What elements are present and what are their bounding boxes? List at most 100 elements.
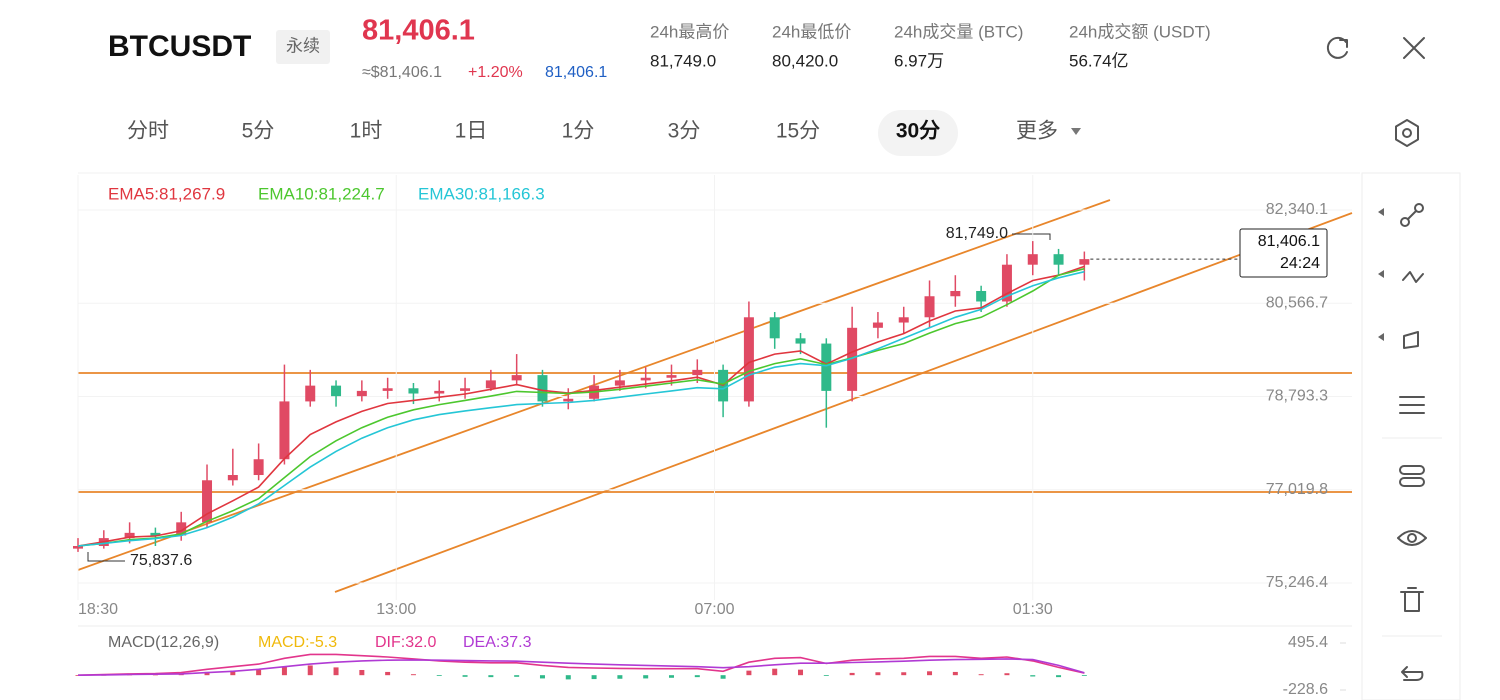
candle-body bbox=[124, 532, 135, 539]
candle-body bbox=[279, 401, 290, 460]
candle-body bbox=[898, 317, 909, 323]
candle-body bbox=[460, 388, 471, 391]
ema-line bbox=[77, 267, 1085, 547]
legend-entry: EMA10:81,224.7 bbox=[258, 184, 385, 203]
macd-bar bbox=[823, 675, 829, 676]
macd-line bbox=[77, 653, 1085, 676]
tab[interactable]: 分时 bbox=[127, 120, 169, 143]
y-tick-label: 82,340.1 bbox=[1266, 201, 1328, 218]
candle-body bbox=[511, 375, 522, 381]
stat-value: 81,749.0 bbox=[650, 51, 716, 70]
macd-bar bbox=[978, 674, 984, 676]
macd-bar bbox=[539, 675, 545, 679]
candle-body bbox=[614, 380, 625, 386]
macd-bar bbox=[1004, 673, 1010, 676]
legend-entry: DIF:32.0 bbox=[375, 634, 436, 651]
tool-indicator[interactable] bbox=[1399, 396, 1425, 414]
candle-body bbox=[1001, 264, 1012, 302]
stat-label: 24h成交量 (BTC) bbox=[894, 22, 1023, 41]
y-tick-label: 78,793.3 bbox=[1266, 388, 1328, 405]
macd-bar bbox=[75, 675, 81, 676]
candle-body bbox=[976, 290, 987, 302]
tab[interactable]: 3分 bbox=[668, 120, 701, 143]
price-box-label: 81,406.1 bbox=[1258, 233, 1320, 250]
tab[interactable]: 1日 bbox=[455, 120, 488, 143]
tab[interactable]: 30分 bbox=[896, 120, 940, 143]
candle-body bbox=[202, 480, 213, 523]
expand-arrows bbox=[1378, 208, 1384, 341]
macd-bar bbox=[333, 667, 339, 676]
macd-bar bbox=[798, 669, 804, 676]
macd-bar bbox=[462, 675, 468, 677]
refresh-icon[interactable] bbox=[1326, 36, 1348, 59]
candle-body bbox=[434, 390, 445, 394]
macd-bar bbox=[668, 675, 674, 678]
close-icon[interactable] bbox=[1403, 37, 1425, 59]
change: +1.20% bbox=[468, 64, 523, 81]
min-label: 75,837.6 bbox=[130, 552, 192, 569]
candle-body bbox=[176, 522, 187, 536]
stat-value: 56.74亿 bbox=[1069, 51, 1129, 70]
legend-entry: EMA5:81,267.9 bbox=[108, 184, 225, 203]
candle-body bbox=[382, 388, 393, 391]
countdown: 24:24 bbox=[1280, 255, 1320, 272]
y-tick-label: 495.4 bbox=[1288, 634, 1328, 651]
macd-bar bbox=[204, 671, 210, 676]
tool-undo[interactable] bbox=[1401, 666, 1424, 681]
candle-body bbox=[769, 317, 780, 339]
macd-bar bbox=[514, 675, 520, 677]
contract: 永续 bbox=[286, 36, 320, 55]
tab[interactable]: 5分 bbox=[242, 120, 275, 143]
mark-price: 81,406.1 bbox=[545, 64, 607, 81]
macd-bar bbox=[1056, 675, 1062, 678]
candle-body bbox=[795, 338, 806, 344]
tab[interactable]: 1分 bbox=[562, 120, 595, 143]
tab[interactable]: 1时 bbox=[350, 120, 383, 143]
macd-bar bbox=[436, 675, 442, 676]
macd-bar bbox=[488, 675, 494, 678]
macd-bar bbox=[256, 669, 262, 676]
candle-body bbox=[227, 475, 238, 481]
tool-delete[interactable] bbox=[1400, 587, 1424, 612]
max-label: 81,749.0 bbox=[946, 225, 1008, 242]
candle-body bbox=[640, 377, 651, 381]
tool-eye[interactable] bbox=[1397, 530, 1427, 546]
symbol: BTCUSDT bbox=[108, 30, 251, 63]
tool-layers[interactable] bbox=[1399, 465, 1425, 487]
macd-bar bbox=[617, 675, 623, 679]
legend-entry: DEA:37.3 bbox=[463, 634, 532, 651]
macd-bar bbox=[565, 675, 571, 680]
macd-bar bbox=[307, 665, 313, 676]
ema-line bbox=[77, 270, 1085, 547]
macd-bar bbox=[875, 672, 881, 676]
candle-body bbox=[253, 459, 264, 476]
y-tick-label: 80,566.7 bbox=[1266, 294, 1328, 311]
candle-body bbox=[305, 385, 316, 402]
candle-body bbox=[692, 369, 703, 376]
candle-body bbox=[847, 327, 858, 391]
usd-price: ≈$81,406.1 bbox=[362, 64, 442, 81]
candle-body bbox=[356, 390, 367, 397]
last-price: 81,406.1 bbox=[362, 15, 475, 47]
tab[interactable]: 15分 bbox=[776, 120, 820, 143]
macd-bar bbox=[1081, 675, 1087, 676]
macd-bar bbox=[281, 666, 287, 676]
tab[interactable]: 更多 bbox=[1016, 120, 1058, 143]
tool-fib[interactable] bbox=[1402, 271, 1424, 283]
tool-shape[interactable] bbox=[1403, 331, 1419, 349]
tab-dropdown[interactable] bbox=[1071, 128, 1081, 135]
toolbar-panel bbox=[1361, 172, 1461, 700]
candle-body bbox=[1053, 254, 1064, 265]
candle-body bbox=[485, 380, 496, 389]
toolbar bbox=[1378, 203, 1427, 681]
y-tick-label: -228.6 bbox=[1283, 681, 1328, 698]
tool-line[interactable] bbox=[1400, 203, 1424, 227]
min-marker bbox=[87, 552, 125, 562]
stat-label: 24h最高价 bbox=[650, 22, 729, 41]
settings-icon[interactable] bbox=[1395, 119, 1419, 147]
ema-line bbox=[77, 265, 1085, 547]
macd-bar bbox=[952, 671, 958, 676]
candle-body bbox=[73, 546, 83, 549]
